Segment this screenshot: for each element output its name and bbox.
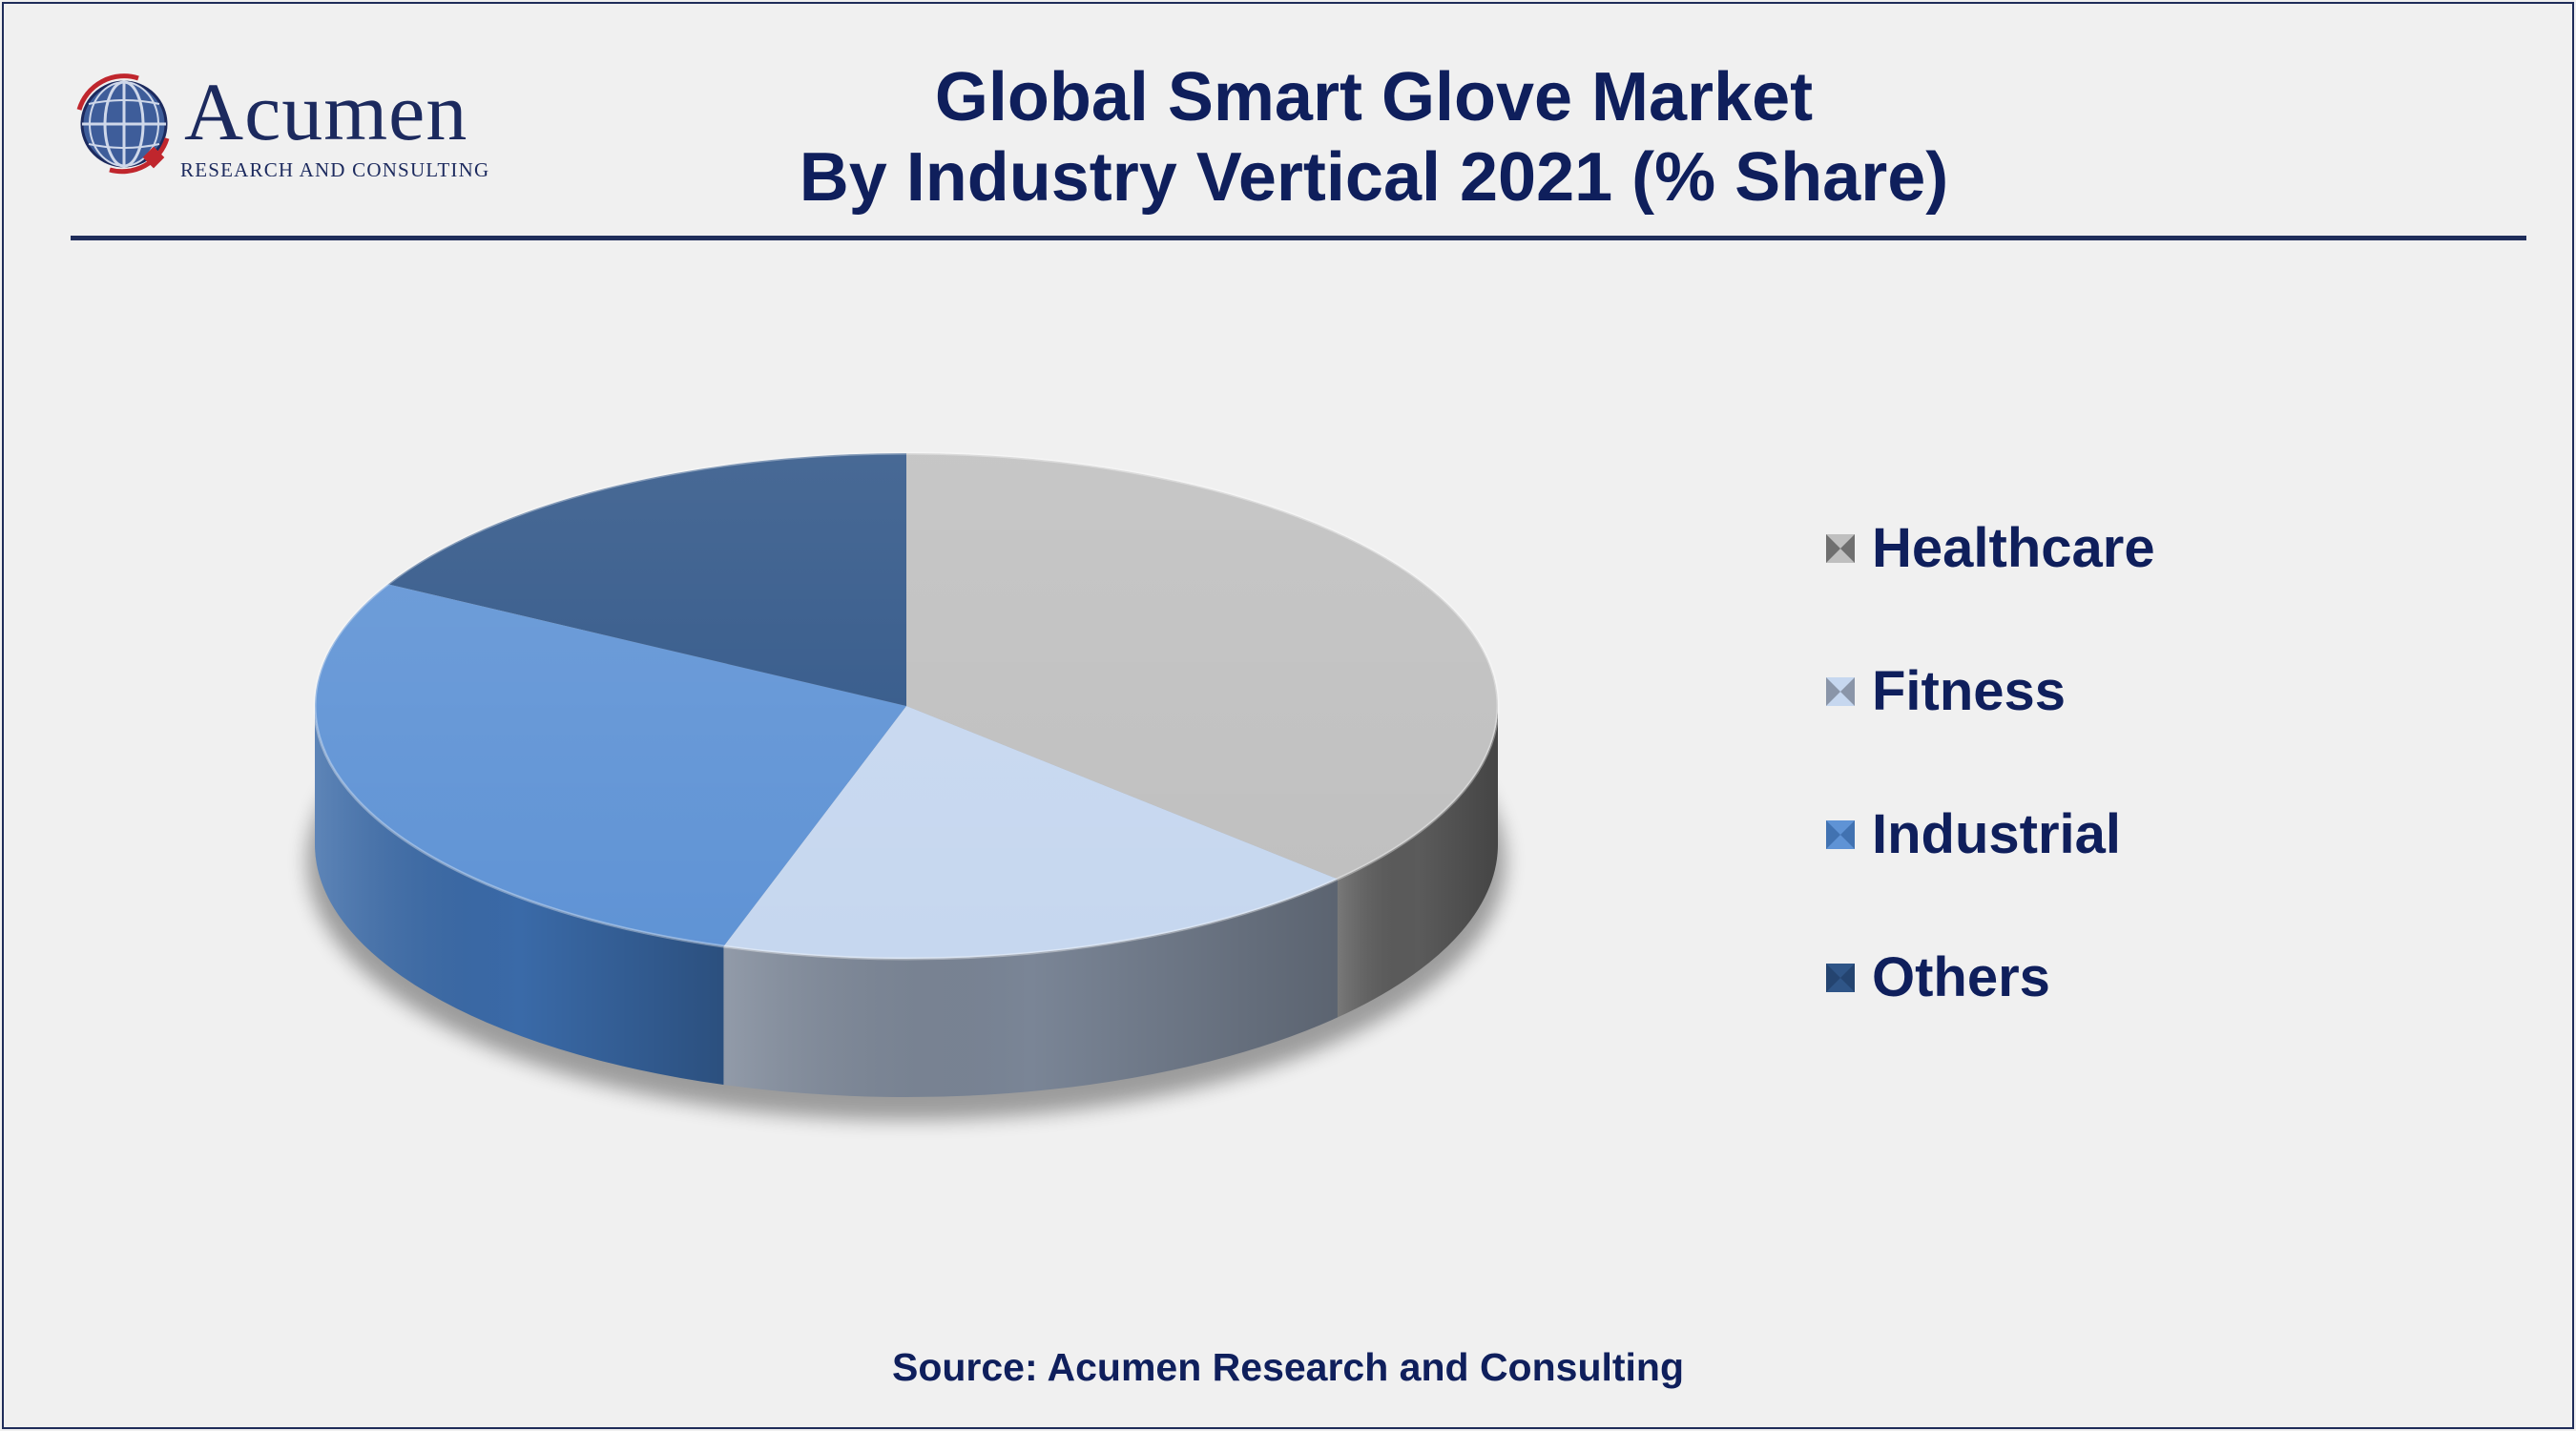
pie-rim (313, 451, 1500, 961)
logo-wordmark: Acumen (184, 66, 468, 157)
title-divider (71, 236, 2526, 240)
pie-slice-side-industrial (315, 706, 724, 1086)
pie-slice-side-fitness (723, 879, 1338, 1097)
logo: Acumen RESEARCH AND CONSULTING (72, 67, 520, 191)
source-note: Source: Acumen Research and Consulting (891, 1345, 1685, 1389)
legend-label: Healthcare (1872, 517, 2155, 579)
legend-label: Industrial (1872, 803, 2122, 865)
legend-swatch (1826, 820, 1855, 849)
legend-label: Others (1872, 946, 2050, 1008)
legend-swatch (1826, 534, 1855, 563)
chart-subtitle: By Industry Vertical 2021 (% Share) (799, 139, 1949, 216)
pie-top-gloss (315, 453, 1498, 959)
globe-icon (76, 73, 170, 175)
legend-label: Fitness (1872, 660, 2067, 722)
legend-swatch (1826, 677, 1855, 706)
legend-swatch (1826, 964, 1855, 992)
pie-chart (307, 451, 1506, 1120)
chart-title: Global Smart Glove Market (934, 59, 1814, 135)
pie-slice-side-healthcare (1337, 706, 1498, 1018)
chart-title-block: Global Smart Glove Market By Industry Ve… (611, 57, 2137, 218)
logo-tagline: RESEARCH AND CONSULTING (180, 158, 490, 181)
